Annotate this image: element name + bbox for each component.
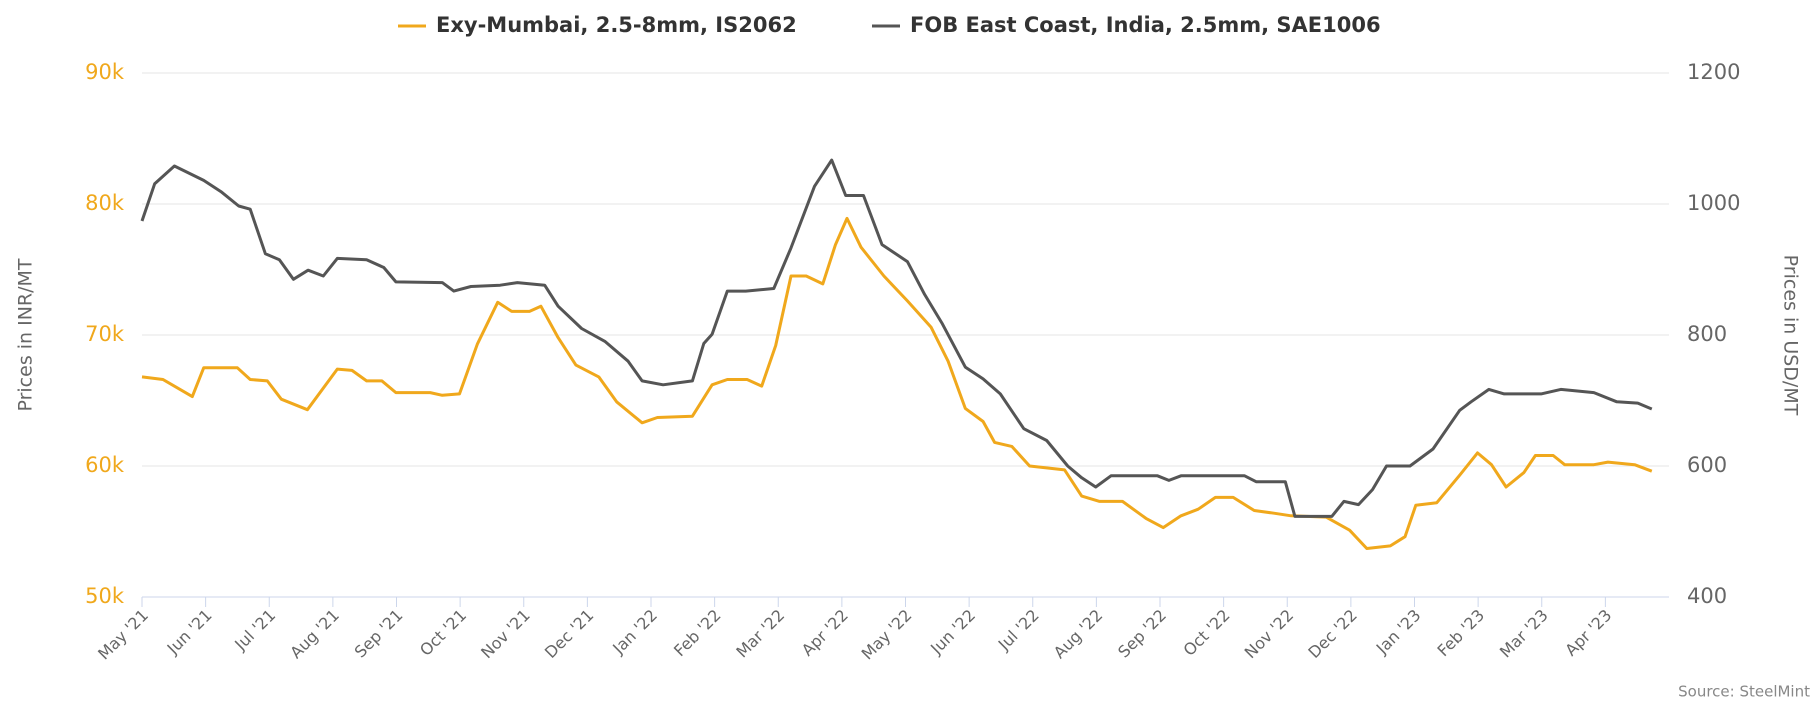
y2-tick-label: 1000 <box>1687 191 1740 215</box>
y-tick-label: 80k <box>85 191 125 215</box>
x-tick-label: Aug '21 <box>286 606 343 663</box>
y2-tick-label: 600 <box>1687 453 1727 477</box>
x-tick-label: Jan '22 <box>608 606 661 659</box>
y-tick-label: 60k <box>85 453 125 477</box>
x-tick-label: Sep '21 <box>351 606 407 662</box>
y2-tick-label: 400 <box>1687 584 1727 608</box>
y2-axis-title: Prices in USD/MT <box>1780 255 1802 416</box>
y-tick-label: 90k <box>85 60 125 84</box>
source: Source: SteelMint <box>1678 683 1810 701</box>
legend-label: FOB East Coast, India, 2.5mm, SAE1006 <box>910 13 1381 37</box>
x-tick-label: Jul '22 <box>994 606 1043 655</box>
legend-label: Exy-Mumbai, 2.5-8mm, IS2062 <box>436 13 797 37</box>
series-line <box>140 158 1653 518</box>
x-tick-label: Dec '21 <box>541 606 597 662</box>
series-line <box>141 216 1653 550</box>
x-tick-label: Jun '22 <box>926 606 979 659</box>
y-tick-label: 50k <box>85 584 125 608</box>
x-tick-label: Jul '21 <box>230 606 279 655</box>
x-tick-label: Apr '22 <box>798 606 852 660</box>
x-tick-label: Apr '23 <box>1561 606 1615 660</box>
x-tick-label: Mar '23 <box>1496 606 1552 662</box>
x-tick-label: Sep '22 <box>1114 606 1170 662</box>
x-tick-label: Oct '21 <box>416 606 470 660</box>
x-tick-label: Mar '22 <box>732 606 788 662</box>
x-tick-label: May '22 <box>858 606 916 664</box>
x-tick-label: Nov '21 <box>477 606 534 663</box>
x-tick-label: Jun '21 <box>163 606 216 659</box>
y2-tick-label: 800 <box>1687 322 1727 346</box>
y2-tick-label: 1200 <box>1687 60 1740 84</box>
y-axis-title: Prices in INR/MT <box>15 258 37 411</box>
x-tick-label: Dec '22 <box>1304 606 1360 662</box>
x-tick-label: Aug '22 <box>1050 606 1107 663</box>
y-tick-label: 70k <box>85 322 125 346</box>
x-tick-label: May '21 <box>94 606 152 664</box>
x-tick-label: Feb '22 <box>670 606 725 661</box>
x-tick-label: Jan '23 <box>1372 606 1425 659</box>
x-tick-label: Feb '23 <box>1434 606 1489 661</box>
x-tick-label: Oct '22 <box>1180 606 1234 660</box>
x-tick-label: Nov '22 <box>1241 606 1298 663</box>
